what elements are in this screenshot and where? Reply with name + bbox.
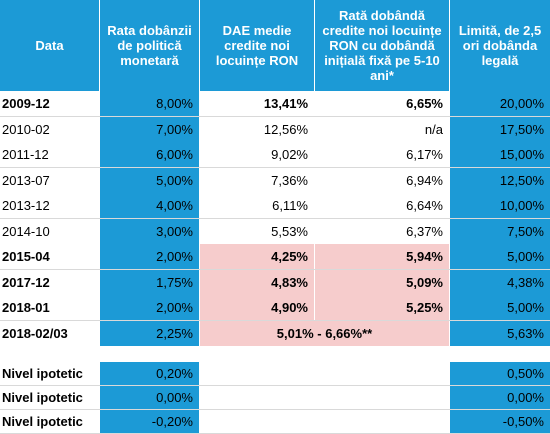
row-policy-rate: 2,25% <box>100 321 200 346</box>
row-policy-rate: 2,00% <box>100 295 200 320</box>
row-legal-limit: 4,38% <box>450 269 550 295</box>
table-row: 2015-04 2,00% 4,25% 5,94% 5,00% <box>0 244 550 270</box>
row-dae: 7,36% <box>200 167 315 193</box>
row-date: 2015-04 <box>0 244 100 269</box>
row-fixed-rate: n/a <box>315 116 450 142</box>
row-legal-limit: 15,00% <box>450 142 550 167</box>
row-fixed-rate <box>315 386 450 409</box>
row-legal-limit: 17,50% <box>450 116 550 142</box>
table-row-merged: 2018-02/03 2,25% 5,01% - 6,66%** 5,63% <box>0 321 550 347</box>
row-fixed-rate <box>315 410 450 433</box>
table-row: 2013-12 4,00% 6,11% 6,64% 10,00% <box>0 193 550 219</box>
row-dae: 4,83% <box>200 269 315 295</box>
row-label: Nivel ipotetic <box>0 410 100 433</box>
row-date: 2013-07 <box>0 167 100 193</box>
row-legal-limit: 12,50% <box>450 167 550 193</box>
table-row: 2011-12 6,00% 9,02% 6,17% 15,00% <box>0 142 550 168</box>
row-label: Nivel ipotetic <box>0 362 100 385</box>
row-legal-limit: 0,50% <box>450 362 550 385</box>
row-dae: 12,56% <box>200 116 315 142</box>
table-row: 2017-12 1,75% 4,83% 5,09% 4,38% <box>0 269 550 296</box>
row-policy-rate: -0,20% <box>100 410 200 433</box>
header-dae: DAE medie credite noi locuințe RON <box>200 0 315 91</box>
row-policy-rate: 4,00% <box>100 193 200 218</box>
row-fixed-rate: 5,09% <box>315 269 450 295</box>
row-policy-rate: 8,00% <box>100 91 200 116</box>
table-row: 2013-07 5,00% 7,36% 6,94% 12,50% <box>0 167 550 194</box>
row-policy-rate: 0,00% <box>100 386 200 409</box>
table-row: 2010-02 7,00% 12,56% n/a 17,50% <box>0 116 550 143</box>
row-fixed-rate: 6,37% <box>315 218 450 244</box>
table-row: 2018-01 2,00% 4,90% 5,25% 5,00% <box>0 295 550 321</box>
row-date: 2017-12 <box>0 269 100 295</box>
row-dae <box>200 362 315 385</box>
row-policy-rate: 3,00% <box>100 218 200 244</box>
row-dae: 4,25% <box>200 244 315 269</box>
row-legal-limit: 10,00% <box>450 193 550 218</box>
row-legal-limit: 5,00% <box>450 244 550 269</box>
row-policy-rate: 7,00% <box>100 116 200 142</box>
table-header: Data Rata dobânzii de politică monetară … <box>0 0 550 91</box>
row-legal-limit: 20,00% <box>450 91 550 116</box>
table-row: 2009-12 8,00% 13,41% 6,65% 20,00% <box>0 91 550 117</box>
row-policy-rate: 2,00% <box>100 244 200 269</box>
row-fixed-rate: 5,25% <box>315 295 450 320</box>
row-date: 2009-12 <box>0 91 100 116</box>
row-legal-limit: 5,00% <box>450 295 550 320</box>
table-row: 2014-10 3,00% 5,53% 6,37% 7,50% <box>0 218 550 245</box>
row-legal-limit: 5,63% <box>450 321 550 346</box>
row-policy-rate: 0,20% <box>100 362 200 385</box>
row-rate-range: 5,01% - 6,66%** <box>200 321 450 346</box>
row-dae <box>200 386 315 409</box>
row-dae: 9,02% <box>200 142 315 167</box>
row-date: 2014-10 <box>0 218 100 244</box>
table-row-hypothetical: Nivel ipotetic 0,20% 0,50% <box>0 362 550 386</box>
row-fixed-rate: 6,94% <box>315 167 450 193</box>
row-date: 2010-02 <box>0 116 100 142</box>
row-legal-limit: 7,50% <box>450 218 550 244</box>
row-legal-limit: 0,00% <box>450 386 550 409</box>
row-fixed-rate: 6,65% <box>315 91 450 116</box>
row-policy-rate: 5,00% <box>100 167 200 193</box>
row-fixed-rate: 6,17% <box>315 142 450 167</box>
row-dae: 4,90% <box>200 295 315 320</box>
row-dae: 13,41% <box>200 91 315 116</box>
row-legal-limit: -0,50% <box>450 410 550 433</box>
header-legal-limit: Limită, de 2,5 ori dobânda legală <box>450 0 550 91</box>
row-date: 2011-12 <box>0 142 100 167</box>
row-dae: 5,53% <box>200 218 315 244</box>
header-fixed-rate: Rată dobândă credite noi locuințe RON cu… <box>315 0 450 91</box>
row-label: Nivel ipotetic <box>0 386 100 409</box>
table-row-hypothetical: Nivel ipotetic -0,20% -0,50% <box>0 410 550 434</box>
row-date: 2018-02/03 <box>0 321 100 346</box>
header-data: Data <box>0 0 100 91</box>
row-dae <box>200 410 315 433</box>
row-policy-rate: 6,00% <box>100 142 200 167</box>
row-dae: 6,11% <box>200 193 315 218</box>
header-policy-rate: Rata dobânzii de politică monetară <box>100 0 200 91</box>
row-fixed-rate: 6,64% <box>315 193 450 218</box>
row-fixed-rate <box>315 362 450 385</box>
spacer <box>0 346 550 362</box>
row-fixed-rate: 5,94% <box>315 244 450 269</box>
row-date: 2018-01 <box>0 295 100 320</box>
row-policy-rate: 1,75% <box>100 269 200 295</box>
row-date: 2013-12 <box>0 193 100 218</box>
table-row-hypothetical: Nivel ipotetic 0,00% 0,00% <box>0 386 550 410</box>
